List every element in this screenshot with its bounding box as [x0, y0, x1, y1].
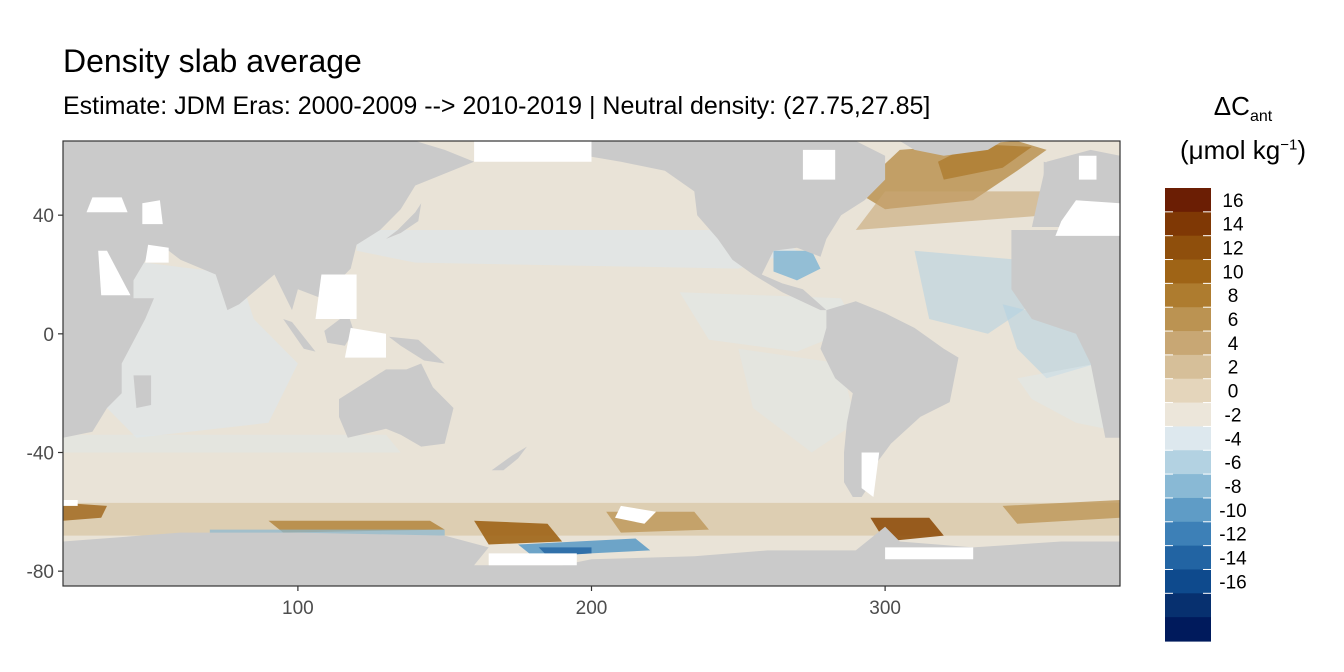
y-axis: 40 0 -40 -80: [27, 206, 63, 583]
legend-symbol: ΔC: [1213, 91, 1250, 121]
legend-swatch-end-17: [1165, 593, 1211, 618]
ocean-patch-tropical-atlantic: [914, 250, 1032, 334]
x-tick-label-300: 300: [869, 598, 901, 619]
land-layer: [63, 141, 1120, 586]
legend-swatch-14: [1165, 211, 1211, 237]
legend-label--14: -14: [1219, 548, 1247, 569]
chart-title: Density slab average: [63, 43, 362, 79]
nodata-hudson-bay: [802, 149, 836, 180]
legend-swatch--10: [1165, 497, 1211, 523]
legend-unit-prefix: (μmol kg: [1180, 134, 1281, 165]
nodata-ross-ice: [488, 553, 577, 566]
land-new-zealand: [491, 446, 527, 471]
ocean-patch-gulf-mexico: [773, 250, 821, 281]
nodata-bering-shelf: [474, 141, 592, 162]
y-tick-label--80: -80: [27, 562, 54, 583]
land-africa: [63, 230, 154, 438]
land-borneo: [324, 313, 354, 346]
nodata-patagonian-shelf: [861, 452, 880, 497]
ocean-patch-ross-sea: [474, 520, 563, 545]
legend-label--12: -12: [1219, 525, 1246, 546]
ocean-patch-equatorial-atlantic: [1002, 304, 1097, 379]
nodata-southeast-pacific: [615, 505, 657, 524]
legend-swatch--16: [1165, 569, 1211, 594]
x-tick-label-100: 100: [282, 598, 314, 619]
nodata-north-sea: [1078, 155, 1097, 180]
land-madagascar: [133, 375, 152, 408]
legend-swatch--8: [1165, 474, 1211, 499]
legend-swatch-8: [1165, 283, 1211, 308]
legend-label--6: -6: [1225, 453, 1242, 474]
land-japan: [386, 203, 422, 239]
land-africa-east-wrap: [1011, 230, 1120, 438]
land-north-america: [576, 141, 886, 311]
ocean-band-south-atlantic: [1017, 363, 1106, 429]
land-greenland: [899, 141, 1003, 156]
land-sumatra: [283, 319, 316, 352]
legend-unit-suffix: ): [1297, 134, 1306, 165]
ocean-band-north-pacific: [356, 230, 797, 269]
legend-swatch-2: [1165, 354, 1211, 380]
legend-label-0: 0: [1228, 382, 1239, 403]
nodata-indonesia: [344, 327, 386, 358]
legend-label-12: 12: [1222, 239, 1243, 260]
nodata-east-antarctic-shelf: [63, 500, 78, 506]
legend-label-14: 14: [1222, 215, 1244, 236]
nodata-weddell-ice: [885, 547, 974, 560]
y-tick-label-0: 0: [43, 325, 54, 346]
legend-swatch--6: [1165, 450, 1211, 475]
x-axis: 100 200 300: [282, 586, 901, 619]
land-eurasia: [63, 141, 475, 311]
nodata-red-sea: [98, 250, 131, 296]
nodata-mediterranean: [1055, 200, 1120, 236]
ocean-patch-subpolar: [855, 191, 1076, 230]
legend-label--10: -10: [1219, 501, 1246, 522]
land-antarctica: [63, 526, 1120, 586]
legend-label-8: 8: [1228, 286, 1239, 307]
legend-swatch-6: [1165, 307, 1211, 332]
legend-unit-exponent: −1: [1280, 136, 1298, 154]
land-new-guinea: [388, 336, 445, 364]
ocean-band-equatorial-pacific: [679, 292, 856, 352]
legend-swatch--14: [1165, 545, 1211, 571]
ocean-patch-south-pacific-east: [738, 348, 856, 453]
legend-label-6: 6: [1228, 310, 1239, 331]
legend-subscript: ant: [1249, 108, 1273, 126]
legend-swatch-end-18: [1165, 617, 1211, 642]
nodata-caspian: [142, 200, 163, 225]
y-tick-label-40: 40: [33, 206, 54, 227]
legend-swatch--4: [1165, 426, 1211, 451]
legend-swatch-0: [1165, 378, 1211, 404]
y-tick-label--40: -40: [27, 444, 54, 465]
chart-subtitle: Estimate: JDM Eras: 2000-2009 --> 2010-2…: [63, 92, 931, 120]
legend-swatch--12: [1165, 521, 1211, 547]
legend-label-4: 4: [1228, 334, 1239, 355]
land-australia: [339, 363, 454, 447]
legend-label-2: 2: [1228, 358, 1239, 379]
legend-label--2: -2: [1225, 405, 1242, 426]
land-south-america: [820, 301, 959, 497]
x-tick-label-200: 200: [576, 598, 608, 619]
ocean-band-southern-indian: [63, 434, 401, 453]
nodata-persian-gulf: [145, 244, 169, 263]
nodata-black-sea: [86, 197, 128, 213]
legend-label-16: 16: [1222, 191, 1243, 212]
legend-swatch-4: [1165, 331, 1211, 356]
legend-swatch--2: [1165, 402, 1211, 428]
legend-label--4: -4: [1225, 429, 1242, 450]
legend-label--8: -8: [1225, 477, 1242, 498]
no-data-layer: [63, 141, 1120, 566]
legend-swatch-16: [1165, 188, 1211, 213]
legend-label--16: -16: [1219, 572, 1246, 593]
nodata-south-china-sea: [315, 274, 357, 319]
land-british-isles: [1043, 161, 1059, 186]
ocean-patch-atlantic-sector: [1002, 500, 1120, 524]
legend-swatch-10: [1165, 259, 1211, 284]
ocean-patch-indian-sector: [63, 502, 107, 521]
legend-label-10: 10: [1222, 262, 1243, 283]
legend-swatch-12: [1165, 235, 1211, 261]
legend-title: ΔCant (μmol kg−1): [1158, 86, 1328, 170]
